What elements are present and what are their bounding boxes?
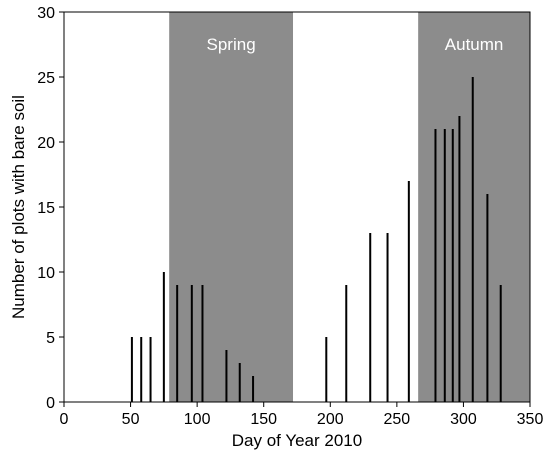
y-tick-label: 15 (37, 200, 55, 217)
bar (130, 337, 133, 402)
bar (443, 129, 446, 402)
bar (252, 376, 255, 402)
y-tick-label: 10 (37, 265, 55, 282)
season-region-autumn (418, 12, 530, 402)
season-label-spring: Spring (207, 35, 256, 54)
x-tick-label: 300 (450, 411, 477, 428)
bar (486, 194, 489, 402)
season-region-spring (169, 12, 294, 402)
y-tick-label: 5 (46, 330, 55, 347)
y-axis-label: Number of plots with bare soil (9, 95, 28, 319)
x-tick-label: 350 (517, 411, 544, 428)
bar (434, 129, 437, 402)
bar (471, 77, 474, 402)
season-regions (169, 12, 530, 402)
bar (140, 337, 143, 402)
x-tick-label: 250 (384, 411, 411, 428)
bar (149, 337, 152, 402)
bar (225, 350, 228, 402)
x-tick-label: 150 (250, 411, 277, 428)
x-tick-label: 0 (60, 411, 69, 428)
bar (162, 272, 165, 402)
bar (407, 181, 410, 402)
x-tick-label: 50 (122, 411, 140, 428)
y-tick-label: 25 (37, 70, 55, 87)
y-axis: 0 5 10 15 20 25 30 (37, 5, 64, 412)
x-axis-label: Day of Year 2010 (232, 431, 362, 450)
bar (451, 129, 454, 402)
x-tick-label: 100 (184, 411, 211, 428)
x-axis: 0 50 100 150 200 250 300 350 (60, 402, 544, 428)
y-tick-label: 30 (37, 5, 55, 22)
season-label-autumn: Autumn (445, 35, 504, 54)
y-tick-label: 0 (46, 395, 55, 412)
bar (499, 285, 502, 402)
x-tick-label: 200 (317, 411, 344, 428)
bar-series (130, 77, 502, 402)
bar (176, 285, 179, 402)
bar (386, 233, 389, 402)
bar (325, 337, 328, 402)
bar (190, 285, 193, 402)
bar (238, 363, 241, 402)
bar (369, 233, 372, 402)
season-labels: Spring Autumn (207, 35, 504, 54)
bar (345, 285, 348, 402)
bar (201, 285, 204, 402)
y-tick-label: 20 (37, 135, 55, 152)
bar (458, 116, 461, 402)
